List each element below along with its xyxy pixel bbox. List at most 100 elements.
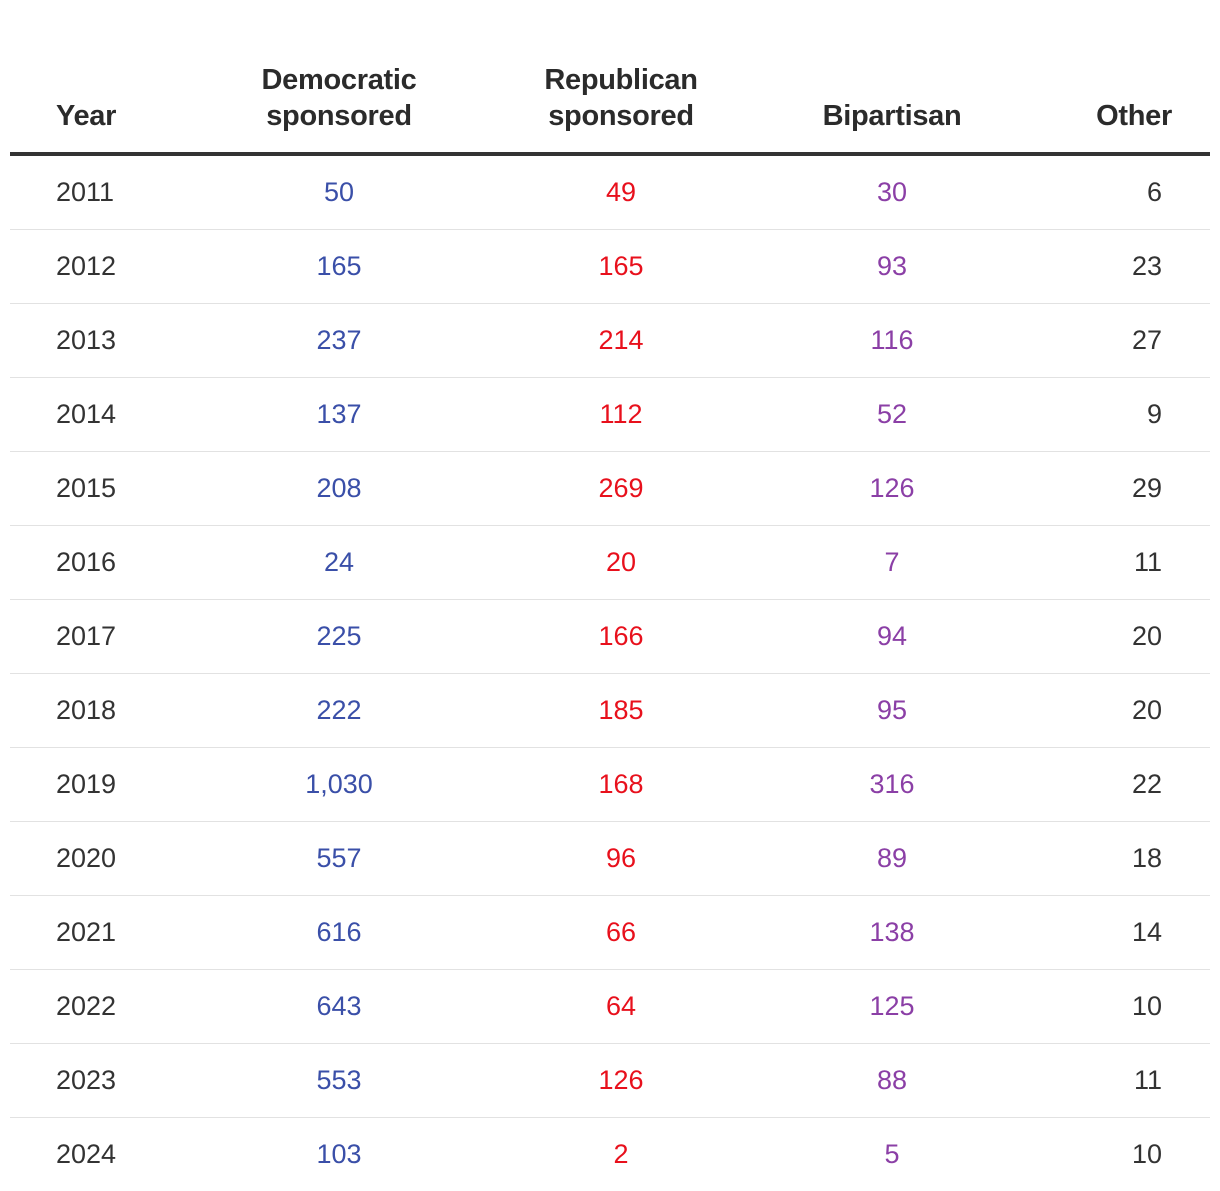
other-cell: 29 xyxy=(1056,452,1210,526)
bipartisan-cell: 7 xyxy=(728,526,1056,600)
bipartisan-cell: 30 xyxy=(728,154,1056,230)
other-cell: 9 xyxy=(1056,378,1210,452)
year-cell: 2017 xyxy=(10,600,164,674)
year-cell: 2020 xyxy=(10,822,164,896)
democratic-cell: 553 xyxy=(164,1044,514,1118)
table-header: Year Democratic sponsored Republican spo… xyxy=(10,0,1210,154)
democratic-cell: 50 xyxy=(164,154,514,230)
democratic-cell: 208 xyxy=(164,452,514,526)
bipartisan-cell: 93 xyxy=(728,230,1056,304)
other-cell: 27 xyxy=(1056,304,1210,378)
bipartisan-cell: 125 xyxy=(728,970,1056,1044)
year-cell: 2012 xyxy=(10,230,164,304)
bipartisan-cell: 116 xyxy=(728,304,1056,378)
democratic-cell: 137 xyxy=(164,378,514,452)
column-header-democratic-line2: sponsored xyxy=(164,98,514,134)
bipartisan-cell: 95 xyxy=(728,674,1056,748)
republican-cell: 96 xyxy=(514,822,728,896)
year-cell: 2011 xyxy=(10,154,164,230)
other-cell: 20 xyxy=(1056,600,1210,674)
democratic-cell: 643 xyxy=(164,970,514,1044)
bipartisan-cell: 89 xyxy=(728,822,1056,896)
democratic-cell: 616 xyxy=(164,896,514,970)
other-cell: 23 xyxy=(1056,230,1210,304)
column-header-democratic-line1: Democratic xyxy=(164,62,514,98)
other-cell: 11 xyxy=(1056,1044,1210,1118)
republican-cell: 49 xyxy=(514,154,728,230)
republican-cell: 64 xyxy=(514,970,728,1044)
other-cell: 14 xyxy=(1056,896,1210,970)
sponsorship-table-container: Year Democratic sponsored Republican spo… xyxy=(10,0,1210,1191)
republican-cell: 214 xyxy=(514,304,728,378)
header-row: Year Democratic sponsored Republican spo… xyxy=(10,0,1210,154)
column-header-other: Other xyxy=(1056,0,1210,154)
bipartisan-cell: 316 xyxy=(728,748,1056,822)
democratic-cell: 557 xyxy=(164,822,514,896)
republican-cell: 269 xyxy=(514,452,728,526)
bipartisan-cell: 52 xyxy=(728,378,1056,452)
republican-cell: 112 xyxy=(514,378,728,452)
democratic-cell: 1,030 xyxy=(164,748,514,822)
column-header-republican-line1: Republican xyxy=(514,62,728,98)
column-header-year: Year xyxy=(10,0,164,154)
democratic-cell: 24 xyxy=(164,526,514,600)
column-header-bipartisan: Bipartisan xyxy=(728,0,1056,154)
year-cell: 2023 xyxy=(10,1044,164,1118)
bipartisan-cell: 126 xyxy=(728,452,1056,526)
other-cell: 20 xyxy=(1056,674,1210,748)
bipartisan-cell: 138 xyxy=(728,896,1056,970)
republican-cell: 168 xyxy=(514,748,728,822)
year-cell: 2022 xyxy=(10,970,164,1044)
column-header-democratic: Democratic sponsored xyxy=(164,0,514,154)
democratic-cell: 165 xyxy=(164,230,514,304)
sponsorship-table: Year Democratic sponsored Republican spo… xyxy=(10,0,1210,1191)
republican-cell: 165 xyxy=(514,230,728,304)
republican-cell: 20 xyxy=(514,526,728,600)
column-header-other-label: Other xyxy=(1056,98,1172,134)
year-cell: 2021 xyxy=(10,896,164,970)
year-cell: 2014 xyxy=(10,378,164,452)
bipartisan-cell: 88 xyxy=(728,1044,1056,1118)
republican-cell: 66 xyxy=(514,896,728,970)
column-header-year-label: Year xyxy=(56,98,164,134)
other-cell: 6 xyxy=(1056,154,1210,230)
bipartisan-cell: 5 xyxy=(728,1118,1056,1191)
other-cell: 11 xyxy=(1056,526,1210,600)
democratic-cell: 225 xyxy=(164,600,514,674)
democratic-cell: 103 xyxy=(164,1118,514,1191)
other-cell: 22 xyxy=(1056,748,1210,822)
bipartisan-cell: 94 xyxy=(728,600,1056,674)
democratic-cell: 237 xyxy=(164,304,514,378)
democratic-cell: 222 xyxy=(164,674,514,748)
year-cell: 2018 xyxy=(10,674,164,748)
year-cell: 2015 xyxy=(10,452,164,526)
republican-cell: 166 xyxy=(514,600,728,674)
republican-cell: 126 xyxy=(514,1044,728,1118)
republican-cell: 185 xyxy=(514,674,728,748)
year-cell: 2024 xyxy=(10,1118,164,1191)
other-cell: 10 xyxy=(1056,970,1210,1044)
column-header-republican: Republican sponsored xyxy=(514,0,728,154)
column-header-republican-line2: sponsored xyxy=(514,98,728,134)
year-cell: 2013 xyxy=(10,304,164,378)
other-cell: 18 xyxy=(1056,822,1210,896)
column-header-bipartisan-label: Bipartisan xyxy=(728,98,1056,134)
year-cell: 2019 xyxy=(10,748,164,822)
year-cell: 2016 xyxy=(10,526,164,600)
other-cell: 10 xyxy=(1056,1118,1210,1191)
republican-cell: 2 xyxy=(514,1118,728,1191)
